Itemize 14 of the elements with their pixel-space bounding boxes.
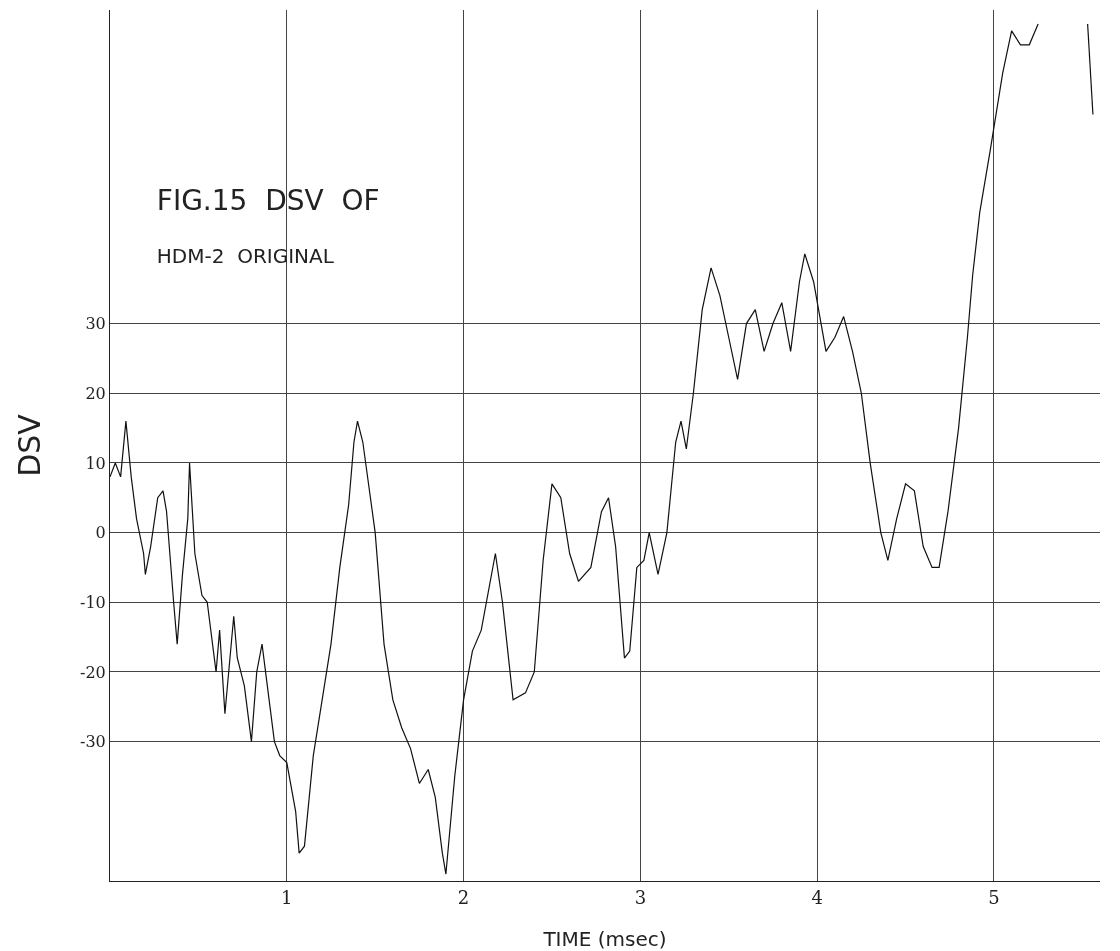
y-tick-label: 10 xyxy=(85,453,106,473)
x-tick-label: 3 xyxy=(634,886,647,908)
x-tick-label: 1 xyxy=(281,886,293,908)
x-tick-label: 2 xyxy=(457,886,470,908)
x-tick-label: 4 xyxy=(811,886,823,908)
y-tick-label: 30 xyxy=(85,314,106,334)
y-tick-label: 0 xyxy=(95,523,106,543)
y-tick-label: -30 xyxy=(80,732,106,752)
y-axis-title: DSV xyxy=(12,413,47,477)
x-tick-label: 5 xyxy=(988,886,1000,908)
y-tick-label: 20 xyxy=(85,383,106,403)
x-axis-title: TIME (msec) xyxy=(542,927,667,951)
y-tick-label: -20 xyxy=(80,662,106,682)
y-tick-label: -10 xyxy=(80,592,106,612)
